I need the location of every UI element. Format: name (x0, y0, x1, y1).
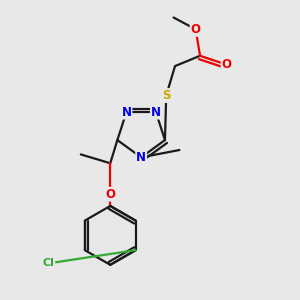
Text: O: O (190, 23, 201, 36)
Text: Cl: Cl (43, 258, 54, 268)
Text: N: N (136, 151, 146, 164)
Text: S: S (162, 89, 170, 102)
Text: O: O (222, 58, 232, 71)
Text: O: O (105, 188, 115, 201)
Text: N: N (151, 106, 161, 118)
Text: N: N (122, 106, 131, 118)
